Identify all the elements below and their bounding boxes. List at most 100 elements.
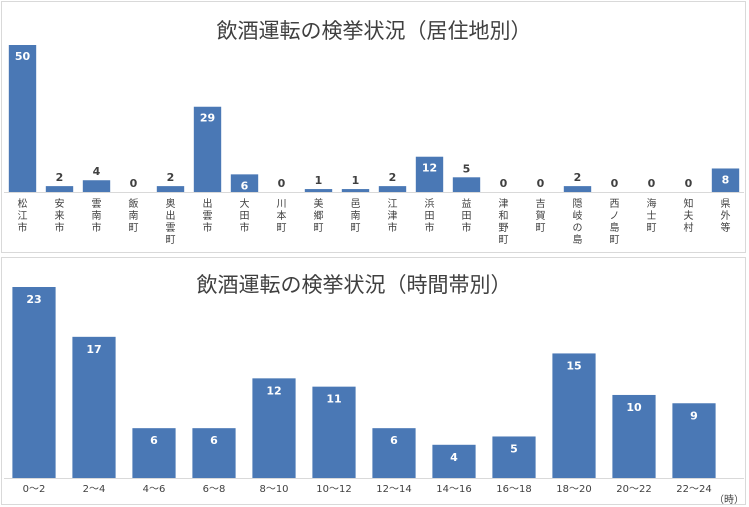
- category-label: 知: [684, 197, 694, 210]
- category-label: 夫: [684, 210, 694, 222]
- category-label: 奥: [166, 197, 176, 210]
- bar: [72, 336, 116, 478]
- category-label: 雲: [203, 210, 213, 222]
- bar: [378, 186, 407, 192]
- data-label: 2: [56, 171, 64, 184]
- category-label: 川: [277, 199, 287, 210]
- category-label: 市: [203, 221, 213, 234]
- category-label: 美: [314, 197, 324, 210]
- data-label: 2: [574, 171, 582, 184]
- data-label: 6: [241, 179, 249, 192]
- category-label: 2～4: [83, 484, 106, 495]
- category-label: 和: [499, 210, 509, 222]
- category-label: 雲: [166, 222, 176, 234]
- category-label: 賀: [536, 210, 546, 222]
- category-label: 南: [92, 209, 102, 222]
- category-label: 市: [55, 221, 65, 234]
- data-label: 15: [566, 359, 581, 372]
- category-label: 20～22: [616, 484, 651, 495]
- data-label: 0: [500, 177, 508, 190]
- category-label: 出: [203, 197, 213, 210]
- data-label: 4: [450, 451, 458, 464]
- category-label: 浜: [425, 198, 435, 210]
- data-label: 6: [390, 434, 398, 447]
- data-label: 12: [266, 384, 281, 397]
- bar: [312, 386, 356, 478]
- category-label: 島: [573, 233, 583, 246]
- category-label: 吉: [536, 198, 546, 210]
- data-label: 9: [690, 409, 698, 422]
- category-label: 安: [55, 197, 65, 210]
- residence-chart-panel: 飲酒運転の検挙状況（居住地別） 50 松江市 2 安来市 4 雲南市 0 飯南町 2 奥出雲町 29…: [1, 1, 746, 253]
- category-label: 外: [721, 210, 731, 222]
- bar: [415, 156, 444, 192]
- data-label: 10: [626, 401, 642, 414]
- time-chart-title: 飲酒運転の検挙状況（時間帯別）: [197, 273, 512, 297]
- category-label: 6～8: [203, 484, 226, 495]
- category-label: 大: [240, 197, 250, 210]
- category-label: 8～10: [259, 484, 288, 495]
- data-label: 4: [93, 165, 101, 178]
- data-label: 12: [422, 162, 437, 175]
- category-label: 島: [610, 221, 620, 234]
- category-label: 江: [18, 210, 28, 222]
- category-label: 野: [499, 222, 509, 234]
- category-label: 町: [277, 223, 287, 234]
- bar: [252, 378, 296, 478]
- category-label: 飯: [129, 197, 139, 210]
- category-label: 西: [610, 199, 620, 210]
- data-label: 0: [130, 177, 138, 190]
- category-label: 4～6: [143, 484, 166, 495]
- category-label: 市: [425, 221, 435, 234]
- bar: [45, 186, 74, 192]
- data-label: 29: [200, 112, 215, 125]
- data-label: 11: [326, 393, 341, 406]
- category-label: 村: [684, 221, 694, 234]
- bar: [156, 186, 185, 192]
- bar: [8, 45, 37, 192]
- category-label: 12～14: [376, 484, 411, 495]
- bar: [230, 174, 259, 192]
- category-label: 南: [351, 209, 361, 222]
- data-label: 2: [389, 171, 397, 184]
- category-label: 0～2: [23, 484, 46, 495]
- bar: [552, 353, 596, 478]
- category-label: 邑: [351, 198, 361, 210]
- category-label: 町: [536, 223, 546, 234]
- category-label: 町: [129, 223, 139, 234]
- data-label: 2: [167, 171, 175, 184]
- bar: [192, 428, 236, 478]
- data-label: 5: [463, 162, 471, 175]
- category-label: 18～20: [556, 484, 591, 495]
- category-label: 町: [499, 235, 509, 246]
- bar: [563, 186, 592, 192]
- category-label: 士: [647, 209, 657, 222]
- residence-bar-chart: 飲酒運転の検挙状況（居住地別） 50松江市2安来市4雲南市0飯南町2奥出雲町29…: [4, 19, 744, 246]
- category-label: 津: [499, 198, 509, 210]
- category-label: 来: [55, 210, 65, 222]
- category-label: 本: [277, 209, 287, 222]
- data-label: 1: [315, 174, 323, 187]
- data-label: 0: [611, 177, 619, 190]
- category-label: 県: [721, 198, 731, 210]
- category-label: ノ: [610, 211, 620, 222]
- category-label: 市: [92, 221, 102, 234]
- data-label: 6: [210, 434, 218, 447]
- bar: [12, 287, 56, 478]
- category-label: 津: [388, 210, 398, 222]
- bar: [492, 436, 536, 478]
- time-bar-chart: 飲酒運転の検挙状況（時間帯別） 23 0～2 17 2～4 6 4～6 6 6～8 12 8～10…: [4, 273, 744, 506]
- bar: [193, 106, 222, 192]
- category-label: 14～16: [436, 484, 471, 495]
- data-label: 0: [685, 177, 693, 190]
- category-label: 町: [647, 223, 657, 234]
- category-label: 10～12: [316, 484, 351, 495]
- category-label: 南: [129, 209, 139, 222]
- time-chart-panel: 飲酒運転の検挙状況（時間帯別） 23 0～2 17 2～4 6 4～6 6 6～8 12 8～10…: [1, 257, 746, 506]
- category-label: 市: [18, 221, 28, 234]
- category-label: 町: [166, 235, 176, 246]
- data-label: 0: [537, 177, 545, 190]
- bar: [132, 428, 176, 478]
- category-label: 郷: [314, 210, 324, 222]
- data-label: 5: [510, 442, 518, 455]
